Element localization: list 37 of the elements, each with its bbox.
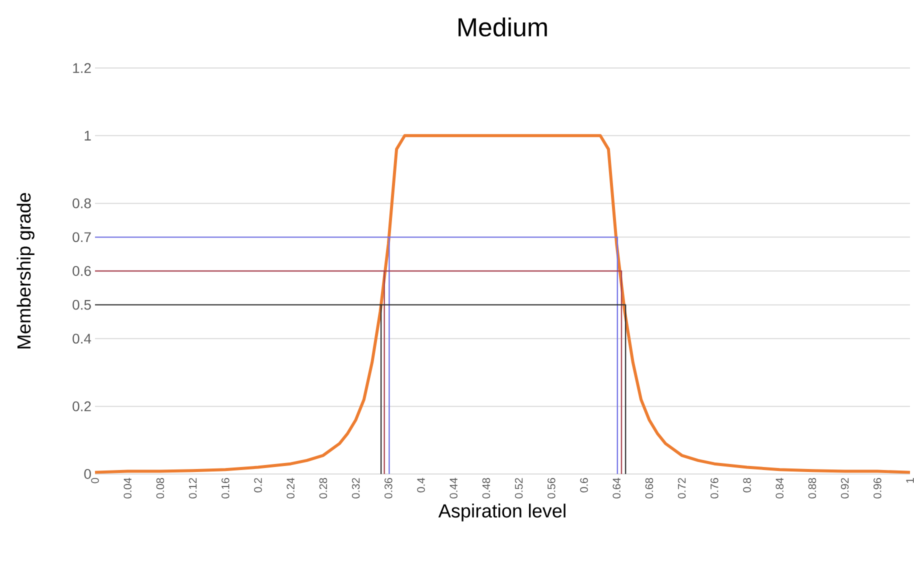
chart-title: Medium [458, 17, 547, 36]
y-tick-label: 0.2 [72, 401, 91, 412]
x-tick-label: 0.52 [514, 478, 523, 498]
y-tick-label: 0.5 [72, 300, 91, 310]
x-tick-label: 0.08 [156, 478, 164, 498]
x-tick-label: 0 [91, 478, 99, 484]
x-tick-label: 0.56 [548, 478, 556, 498]
x-tick-label: 0.8 [743, 478, 751, 492]
x-tick-label: 0.96 [874, 478, 882, 498]
x-tick-label: 0.4 [417, 478, 425, 492]
y-tick-label: 1.2 [73, 63, 91, 73]
y-tick-label: 0.4 [72, 334, 92, 344]
x-tick-label: 0.24 [286, 478, 294, 498]
x-tick-label: 0.32 [352, 478, 360, 498]
x-tick-label: 1 [906, 478, 914, 483]
x-tick-label: 0.72 [678, 478, 686, 498]
y-tick-label: 1 [84, 130, 91, 140]
x-tick-label: 0.92 [840, 478, 849, 498]
x-tick-label: 0.84 [776, 478, 784, 498]
x-tick-label: 0.12 [188, 478, 197, 498]
x-tick-label: 0.2 [254, 478, 262, 492]
y-tick-label: 0.7 [72, 232, 91, 242]
x-tick-label: 0.28 [319, 478, 328, 498]
y-tick-label: 0.8 [72, 198, 91, 208]
x-tick-label: 0.16 [222, 478, 230, 498]
y-axis-title: Membership grade [16, 192, 34, 348]
x-tick-label: 0.36 [384, 478, 392, 498]
x-tick-label: 0.04 [124, 478, 132, 498]
x-tick-label: 0.64 [612, 478, 620, 498]
x-axis-title: Aspiration level [438, 504, 566, 522]
x-tick-label: 0.76 [710, 478, 718, 498]
y-tick-label: 0.6 [72, 266, 91, 276]
x-tick-label: 0.48 [482, 478, 490, 498]
x-tick-label: 0.88 [808, 478, 816, 498]
x-tick-label: 0.6 [580, 478, 588, 492]
x-tick-label: 0.44 [450, 478, 458, 498]
x-tick-label: 0.68 [645, 478, 654, 498]
